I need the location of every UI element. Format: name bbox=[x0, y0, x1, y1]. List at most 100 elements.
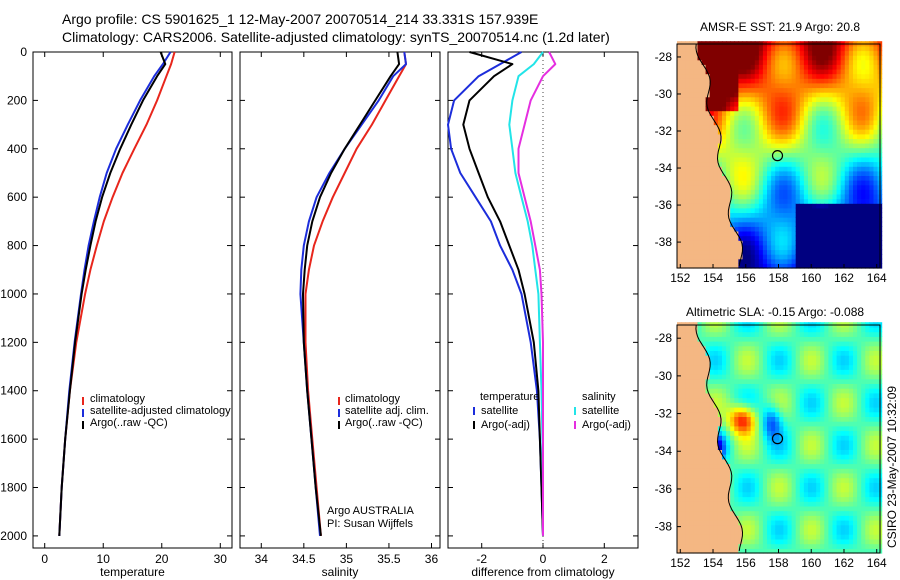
heatmap-cell bbox=[677, 449, 682, 455]
heatmap-cell bbox=[689, 82, 694, 89]
heatmap-cell bbox=[803, 92, 809, 98]
heatmap-cell bbox=[726, 258, 731, 264]
heatmap-cell bbox=[779, 87, 784, 93]
heatmap-cell bbox=[808, 472, 813, 479]
heatmap-cell bbox=[701, 341, 707, 347]
heatmap-cell bbox=[693, 491, 699, 498]
heatmap-cell bbox=[865, 374, 870, 380]
heatmap-cell bbox=[799, 369, 805, 375]
heatmap-cell bbox=[713, 359, 719, 366]
heatmap-cell bbox=[717, 501, 723, 507]
heatmap-cell bbox=[713, 87, 719, 93]
heatmap-cell bbox=[808, 501, 813, 507]
heatmap-cell bbox=[762, 221, 768, 227]
heatmap-cell bbox=[824, 78, 829, 84]
heatmap-cell bbox=[697, 444, 703, 450]
heatmap-cell bbox=[848, 96, 854, 102]
heatmap-cell bbox=[840, 207, 846, 213]
heatmap-cell bbox=[828, 430, 834, 436]
heatmap-cell bbox=[713, 138, 719, 144]
heatmap-cell bbox=[824, 138, 829, 144]
heatmap-cell bbox=[689, 166, 694, 172]
heatmap-cell bbox=[808, 143, 813, 149]
heatmap-cell bbox=[767, 138, 772, 144]
heatmap-cell bbox=[681, 64, 686, 70]
heatmap-cell bbox=[775, 161, 780, 167]
heatmap-cell bbox=[677, 463, 682, 469]
heatmap-cell bbox=[848, 529, 854, 535]
heatmap-cell bbox=[693, 194, 699, 200]
heatmap-cell bbox=[681, 138, 686, 144]
heatmap-cell bbox=[812, 156, 817, 163]
heatmap-cell bbox=[717, 458, 723, 465]
heatmap-cell bbox=[844, 96, 850, 102]
heatmap-cell bbox=[853, 207, 858, 213]
heatmap-cell bbox=[791, 425, 797, 432]
heatmap-cell bbox=[828, 444, 834, 450]
heatmap-cell bbox=[730, 101, 735, 107]
heatmap-cell bbox=[775, 491, 780, 498]
heatmap-cell bbox=[730, 78, 735, 84]
heatmap-cell bbox=[726, 510, 731, 516]
heatmap-cell bbox=[754, 416, 760, 422]
heatmap-cell bbox=[775, 331, 780, 337]
heatmap-cell bbox=[799, 520, 805, 526]
heatmap-cell bbox=[689, 336, 694, 342]
heatmap-cell bbox=[844, 87, 850, 93]
heatmap-cell bbox=[853, 534, 858, 540]
heatmap-cell bbox=[836, 156, 842, 163]
heatmap-cell bbox=[767, 45, 772, 52]
heatmap-cell bbox=[848, 524, 854, 530]
heatmap-cell bbox=[750, 45, 756, 52]
heatmap-cell bbox=[738, 184, 744, 190]
heatmap-cell bbox=[771, 421, 776, 427]
heatmap-cell bbox=[799, 383, 805, 389]
heatmap-cell bbox=[783, 326, 789, 333]
heatmap-cell bbox=[812, 345, 817, 351]
heatmap-cell bbox=[730, 491, 735, 498]
heatmap-cell bbox=[717, 45, 723, 52]
heatmap-cell bbox=[853, 129, 858, 135]
heatmap-cell bbox=[709, 392, 715, 399]
heatmap-cell bbox=[746, 520, 752, 526]
heatmap-cell bbox=[754, 510, 760, 516]
heatmap-cell bbox=[742, 147, 748, 153]
heatmap-cell bbox=[681, 407, 686, 413]
heatmap-cell bbox=[853, 383, 858, 389]
heatmap-cell bbox=[820, 87, 825, 93]
heatmap-cell bbox=[746, 416, 752, 422]
heatmap-cell bbox=[857, 124, 862, 130]
heatmap-cell bbox=[795, 64, 801, 70]
heatmap-cell bbox=[775, 143, 780, 149]
heatmap-cell bbox=[820, 538, 825, 545]
heatmap-cell bbox=[734, 378, 739, 384]
heatmap-cell bbox=[717, 235, 723, 241]
heatmap-cell bbox=[681, 152, 686, 158]
heatmap-cell bbox=[824, 331, 829, 337]
heatmap-cell bbox=[853, 345, 858, 351]
heatmap-cell bbox=[783, 96, 789, 102]
heatmap-cell bbox=[779, 147, 784, 153]
heatmap-cell bbox=[701, 383, 707, 389]
heatmap-cell bbox=[791, 249, 797, 255]
heatmap-cell bbox=[787, 336, 793, 342]
heatmap-cell bbox=[722, 331, 727, 337]
heatmap-cell bbox=[754, 124, 760, 130]
heatmap-cell bbox=[861, 59, 866, 65]
heatmap-cell bbox=[828, 156, 834, 163]
heatmap-cell bbox=[734, 402, 739, 408]
heatmap-cell bbox=[795, 355, 801, 361]
heatmap-cell bbox=[791, 110, 797, 116]
heatmap-cell bbox=[767, 439, 772, 446]
heatmap-cell bbox=[828, 359, 834, 366]
heatmap-cell bbox=[783, 184, 789, 190]
heatmap-cell bbox=[758, 147, 764, 153]
heatmap-cell bbox=[767, 515, 772, 521]
heatmap-cell bbox=[799, 341, 805, 347]
heatmap-cell bbox=[689, 198, 694, 204]
heatmap-cell bbox=[799, 263, 805, 269]
heatmap-cell bbox=[853, 212, 858, 218]
heatmap-cell bbox=[730, 106, 735, 112]
heatmap-cell bbox=[812, 59, 817, 65]
heatmap-cell bbox=[832, 184, 838, 190]
